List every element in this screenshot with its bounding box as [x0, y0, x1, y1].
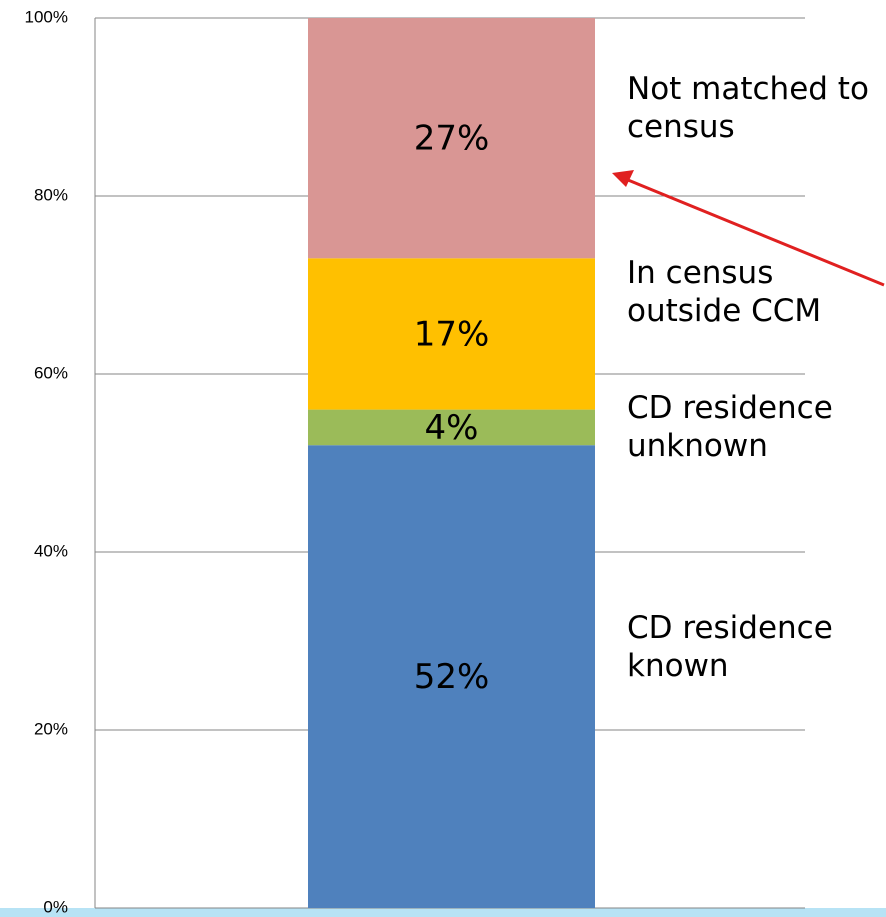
y-tick-label: 100% — [25, 7, 68, 26]
bar-segment — [308, 18, 595, 259]
series-label: Not matched to census — [627, 71, 869, 146]
series-label: CD residence unknown — [627, 390, 833, 465]
y-tick-label: 20% — [34, 719, 68, 738]
bottom-band — [0, 908, 886, 917]
arrow — [612, 170, 885, 287]
bar-segment — [308, 445, 595, 908]
data-label: 4% — [425, 408, 479, 448]
y-tick-label: 60% — [34, 363, 68, 382]
bar-segment — [308, 409, 595, 446]
y-tick-label: 80% — [34, 185, 68, 204]
arrow-head — [612, 170, 634, 187]
y-tick-label: 0% — [43, 897, 68, 916]
data-label: 27% — [414, 119, 490, 159]
data-label: 17% — [414, 314, 490, 354]
bar-segment — [308, 258, 595, 410]
marks: 0% 20% 40% 60% 80% 100% 52% 4% 17% 27% — [25, 7, 805, 916]
data-label: 52% — [414, 657, 490, 697]
y-tick-label: 40% — [34, 541, 68, 560]
series-label: CD residence known — [627, 609, 833, 684]
arrow-line — [627, 178, 885, 287]
series-label: In census outside CCM — [627, 254, 822, 329]
